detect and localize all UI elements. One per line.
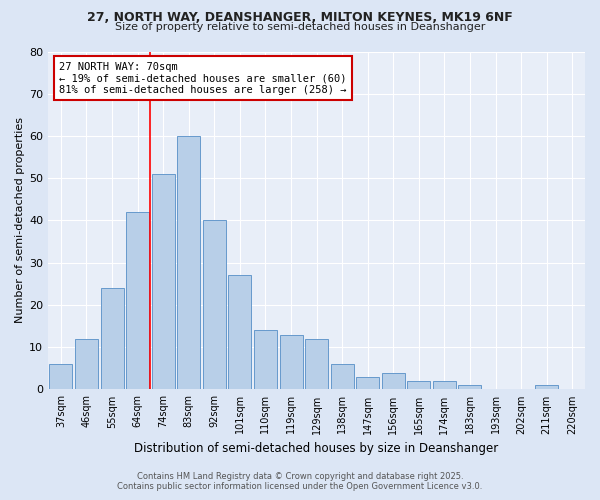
Y-axis label: Number of semi-detached properties: Number of semi-detached properties [15, 118, 25, 324]
Bar [433, 381, 456, 390]
Bar [535, 385, 558, 390]
Text: Size of property relative to semi-detached houses in Deanshanger: Size of property relative to semi-detach… [115, 22, 485, 32]
X-axis label: Distribution of semi-detached houses by size in Deanshanger: Distribution of semi-detached houses by … [134, 442, 499, 455]
Text: Contains HM Land Registry data © Crown copyright and database right 2025.
Contai: Contains HM Land Registry data © Crown c… [118, 472, 482, 491]
Bar [382, 372, 405, 390]
Bar [229, 276, 251, 390]
Bar [75, 338, 98, 390]
Bar [126, 212, 149, 390]
Bar [49, 364, 73, 390]
Bar [203, 220, 226, 390]
Bar [331, 364, 353, 390]
Bar [152, 174, 175, 390]
Text: 27, NORTH WAY, DEANSHANGER, MILTON KEYNES, MK19 6NF: 27, NORTH WAY, DEANSHANGER, MILTON KEYNE… [87, 11, 513, 24]
Bar [407, 381, 430, 390]
Bar [356, 377, 379, 390]
Bar [177, 136, 200, 390]
Bar [101, 288, 124, 390]
Bar [458, 385, 481, 390]
Bar [254, 330, 277, 390]
Bar [280, 334, 302, 390]
Text: 27 NORTH WAY: 70sqm
← 19% of semi-detached houses are smaller (60)
81% of semi-d: 27 NORTH WAY: 70sqm ← 19% of semi-detach… [59, 62, 346, 95]
Bar [305, 338, 328, 390]
